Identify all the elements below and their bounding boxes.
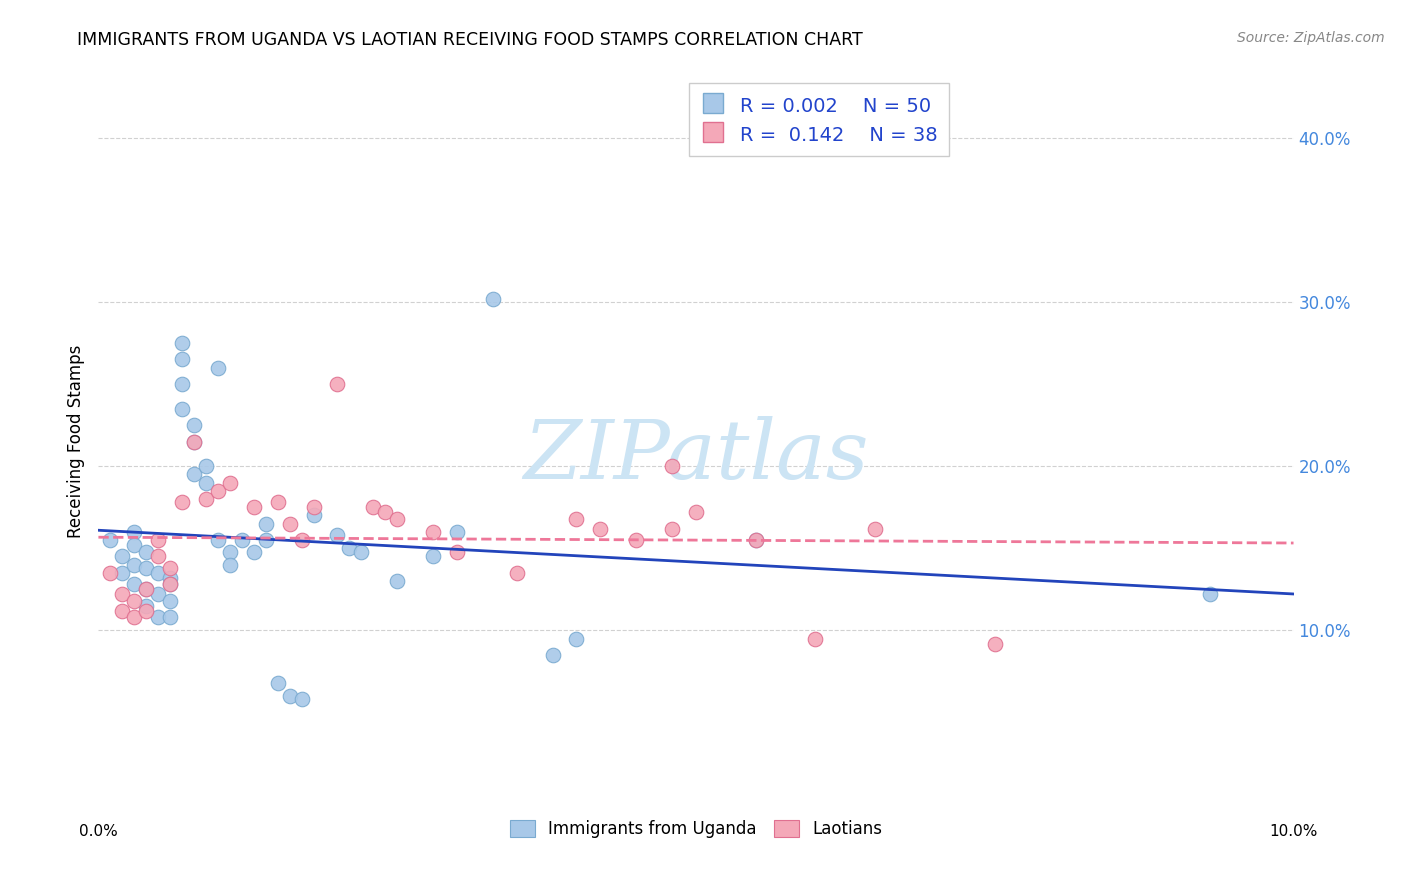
Point <box>326 528 349 542</box>
Point <box>984 636 1007 650</box>
Point <box>124 594 146 608</box>
Point <box>148 566 170 580</box>
Point <box>339 541 361 556</box>
Point <box>124 577 146 591</box>
Point <box>135 544 157 558</box>
Point <box>183 434 205 449</box>
Point <box>111 566 134 580</box>
Point <box>159 561 181 575</box>
Point <box>172 352 194 367</box>
Point <box>135 582 157 597</box>
Point <box>291 533 314 547</box>
Point <box>148 587 170 601</box>
Point <box>111 587 134 601</box>
Point <box>446 524 468 539</box>
Point <box>159 594 181 608</box>
Point <box>124 538 146 552</box>
Point <box>231 533 253 547</box>
Point <box>302 500 325 515</box>
Point <box>159 571 181 585</box>
Point <box>1199 587 1222 601</box>
Point <box>183 418 205 433</box>
Point <box>267 495 290 509</box>
Point <box>745 533 768 547</box>
Point <box>363 500 385 515</box>
Point <box>219 558 242 572</box>
Point <box>422 524 444 539</box>
Y-axis label: Receiving Food Stamps: Receiving Food Stamps <box>66 345 84 538</box>
Point <box>124 524 146 539</box>
Point <box>685 505 707 519</box>
Point <box>148 533 170 547</box>
Point <box>804 632 827 646</box>
Point <box>661 522 683 536</box>
Point <box>148 610 170 624</box>
Point <box>172 377 194 392</box>
Text: 10.0%: 10.0% <box>1270 824 1317 839</box>
Point <box>98 566 122 580</box>
Point <box>326 377 349 392</box>
Point <box>172 495 194 509</box>
Point <box>159 577 181 591</box>
Point <box>183 467 205 482</box>
Point <box>589 522 612 536</box>
Point <box>207 483 229 498</box>
Point <box>661 459 683 474</box>
Point <box>98 533 122 547</box>
Point <box>243 544 266 558</box>
Point <box>506 566 529 580</box>
Text: ZIPatlas: ZIPatlas <box>523 416 869 496</box>
Point <box>219 475 242 490</box>
Point <box>254 533 277 547</box>
Point <box>219 544 242 558</box>
Legend: R = 0.002    N = 50, R =  0.142    N = 38: R = 0.002 N = 50, R = 0.142 N = 38 <box>689 83 949 156</box>
Point <box>385 512 409 526</box>
Point <box>111 549 134 564</box>
Point <box>159 577 181 591</box>
Point <box>172 401 194 416</box>
Point <box>385 574 409 588</box>
Point <box>626 533 648 547</box>
Point <box>148 549 170 564</box>
Point <box>541 648 564 662</box>
Point <box>135 604 157 618</box>
Point <box>207 360 229 375</box>
Point <box>446 544 468 558</box>
Point <box>124 558 146 572</box>
Point <box>482 292 505 306</box>
Point <box>350 544 373 558</box>
Point <box>159 610 181 624</box>
Point <box>374 505 396 519</box>
Text: Source: ZipAtlas.com: Source: ZipAtlas.com <box>1237 31 1385 45</box>
Point <box>278 689 301 703</box>
Point <box>135 561 157 575</box>
Point <box>865 522 887 536</box>
Point <box>207 533 229 547</box>
Point <box>195 491 218 506</box>
Point <box>278 516 301 531</box>
Point <box>565 512 588 526</box>
Point <box>267 676 290 690</box>
Point <box>111 604 134 618</box>
Point <box>745 533 768 547</box>
Point <box>135 599 157 613</box>
Point <box>422 549 444 564</box>
Point <box>565 632 588 646</box>
Text: 0.0%: 0.0% <box>79 824 118 839</box>
Point <box>195 459 218 474</box>
Point <box>172 336 194 351</box>
Point <box>135 582 157 597</box>
Point <box>302 508 325 523</box>
Point <box>254 516 277 531</box>
Point <box>243 500 266 515</box>
Text: IMMIGRANTS FROM UGANDA VS LAOTIAN RECEIVING FOOD STAMPS CORRELATION CHART: IMMIGRANTS FROM UGANDA VS LAOTIAN RECEIV… <box>77 31 863 49</box>
Point <box>291 692 314 706</box>
Point <box>183 434 205 449</box>
Point <box>124 610 146 624</box>
Point <box>195 475 218 490</box>
